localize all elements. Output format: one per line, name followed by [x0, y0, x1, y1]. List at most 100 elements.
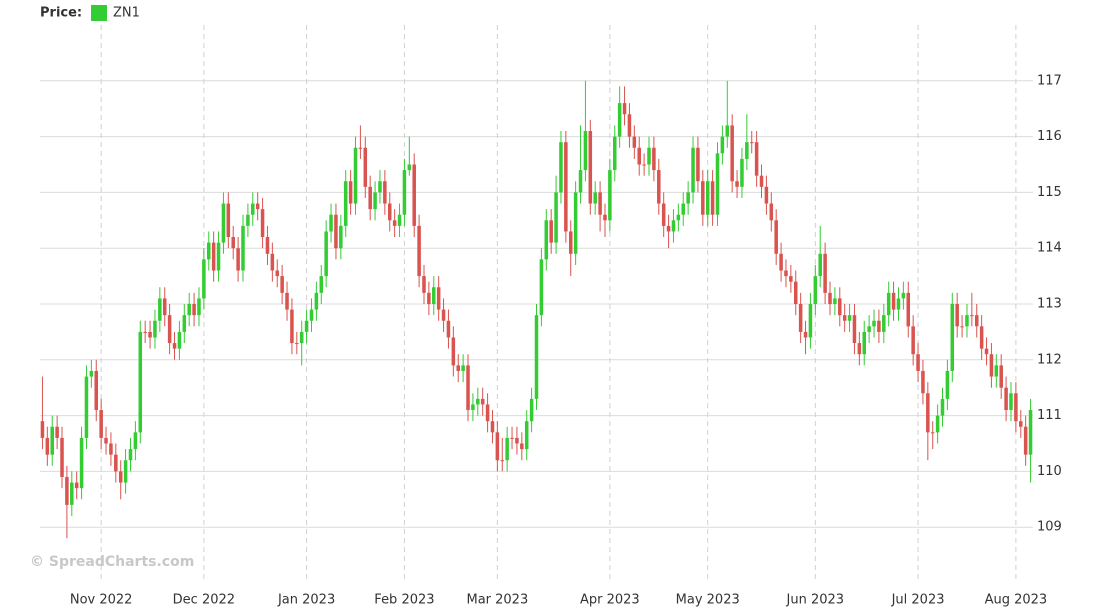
candle-body	[197, 298, 201, 316]
candle-body	[798, 304, 803, 332]
candle-body	[114, 454, 118, 472]
candle-body	[779, 253, 783, 271]
candle-body	[842, 315, 847, 321]
candle-body	[657, 170, 661, 204]
candle-body	[40, 421, 45, 438]
x-tick-label: Nov 2022	[70, 593, 133, 608]
candle-body	[339, 225, 343, 249]
candle-body	[823, 253, 827, 293]
candle-body	[940, 398, 945, 416]
candle-body	[568, 231, 573, 254]
candle-body	[153, 320, 157, 338]
candle-body	[1023, 426, 1028, 455]
x-tick-label: Jan 2023	[277, 593, 335, 608]
candle-body	[373, 192, 377, 210]
candle-body	[847, 315, 852, 321]
candle-body	[882, 315, 886, 332]
y-tick-label: 111	[1037, 408, 1062, 423]
x-tick-label: Mar 2023	[466, 593, 528, 608]
candle-body	[89, 370, 94, 377]
candle-body	[226, 203, 231, 238]
candle-body	[886, 292, 891, 316]
legend-label: Price:	[40, 6, 82, 21]
candle-body	[652, 147, 656, 171]
candle-body	[950, 304, 955, 371]
candle-body	[412, 164, 416, 226]
candle-body	[833, 298, 837, 304]
candle-body	[622, 103, 627, 115]
candle-body	[451, 337, 456, 366]
candle-body	[441, 309, 446, 321]
candle-body	[613, 136, 617, 171]
candle-body	[671, 220, 676, 232]
candle-body	[378, 181, 382, 193]
candle-body	[45, 437, 50, 455]
candle-body	[172, 343, 177, 349]
candle-body	[627, 114, 632, 137]
candle-body	[255, 203, 260, 210]
candle-body	[270, 253, 275, 271]
candle-body	[559, 142, 563, 193]
candle-body	[784, 270, 788, 277]
candle-body	[505, 437, 509, 461]
candle-body	[720, 136, 725, 154]
candle-body	[55, 426, 59, 438]
candle-body	[343, 181, 348, 226]
y-tick-label: 117	[1037, 73, 1062, 88]
y-tick-label: 112	[1037, 352, 1062, 367]
candle-body	[749, 142, 754, 144]
candle-body	[984, 348, 989, 355]
candle-body	[906, 292, 911, 327]
candle-body	[177, 331, 182, 349]
candle-body	[251, 203, 255, 215]
candle-body	[793, 281, 798, 304]
candle-body	[383, 181, 387, 204]
candle-body	[99, 410, 103, 438]
candle-body	[705, 181, 710, 215]
candle-body	[162, 298, 167, 316]
y-tick-label: 114	[1037, 241, 1062, 256]
candle-body	[852, 315, 857, 344]
candle-body	[60, 437, 64, 477]
candle-body	[309, 309, 314, 321]
candle-body	[676, 214, 681, 221]
candle-body	[666, 225, 671, 232]
candle-body	[79, 437, 84, 489]
candle-body	[1004, 387, 1008, 411]
candle-body	[456, 365, 460, 371]
candle-body	[182, 315, 187, 332]
candle-body	[647, 147, 651, 165]
candle-body	[764, 186, 769, 204]
candle-body	[319, 276, 324, 293]
candle-body	[867, 326, 871, 332]
candle-body	[872, 320, 876, 327]
x-tick-label: Apr 2023	[580, 593, 640, 608]
candle-body	[432, 287, 436, 304]
candle-body	[935, 415, 940, 433]
candle-body	[436, 287, 441, 310]
candle-body	[143, 331, 147, 333]
candle-body	[681, 203, 686, 215]
candle-body	[314, 292, 319, 310]
candle-body	[989, 354, 994, 377]
candle-body	[446, 320, 451, 338]
candle-body	[236, 248, 240, 271]
candle-body	[231, 237, 235, 249]
candle-body	[353, 147, 358, 204]
y-tick-label: 109	[1037, 520, 1062, 535]
candle-body	[603, 214, 607, 221]
candle-body	[241, 225, 245, 271]
y-tick-label: 113	[1037, 297, 1062, 312]
legend-swatch	[91, 5, 107, 21]
candle-body	[392, 220, 397, 226]
candle-body	[818, 253, 822, 277]
candle-body	[402, 170, 407, 215]
candle-body	[715, 153, 720, 215]
candle-body	[955, 304, 959, 327]
candle-body	[588, 131, 593, 204]
candle-body	[862, 331, 866, 355]
candle-body	[280, 276, 284, 293]
candle-body	[911, 326, 915, 355]
candle-body	[500, 460, 505, 462]
